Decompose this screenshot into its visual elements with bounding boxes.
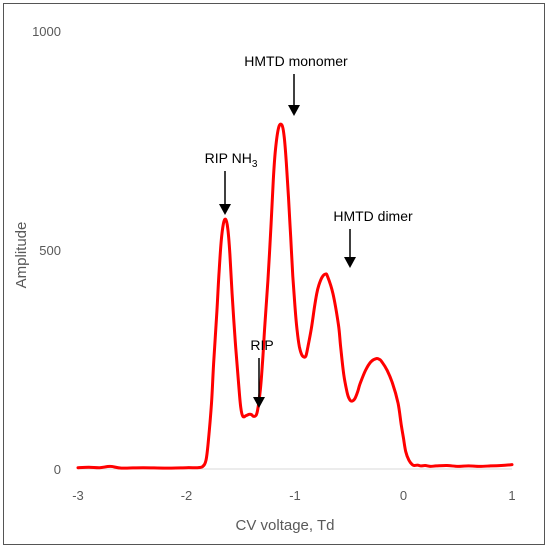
annotation-arrowhead — [253, 397, 265, 408]
x-axis-title: CV voltage, Td — [236, 517, 335, 534]
annotation-label: HMTD monomer — [244, 53, 348, 69]
y-tick-label: 500 — [39, 243, 61, 258]
annotation-label: RIP NH3 — [205, 150, 258, 170]
x-tick-label: -3 — [72, 488, 84, 503]
annotations: HMTD monomer RIP NH3 HMTD dimer RIP — [205, 53, 413, 408]
x-tick-label: 1 — [508, 488, 515, 503]
y-tick-label: 0 — [54, 462, 61, 477]
x-tick-label: 0 — [400, 488, 407, 503]
y-tick-label: 1000 — [32, 24, 61, 39]
x-tick-labels: -3 -2 -1 0 1 — [72, 488, 515, 503]
axes: -3 -2 -1 0 1 0 500 1000 CV voltage, Td Amplitu… — [13, 24, 516, 534]
annotation-label: HMTD dimer — [333, 208, 413, 224]
annotation-arrowhead — [219, 204, 231, 215]
y-tick-labels: 0 500 1000 — [32, 24, 61, 477]
x-tick-label: -1 — [289, 488, 301, 503]
x-tick-label: -2 — [181, 488, 193, 503]
annotation-arrowhead — [344, 257, 356, 268]
y-axis-title: Amplitude — [13, 222, 30, 289]
annotation-label: RIP — [250, 337, 273, 353]
annotation-arrowhead — [288, 105, 300, 116]
series-line — [76, 122, 514, 470]
chart-frame — [3, 3, 545, 545]
